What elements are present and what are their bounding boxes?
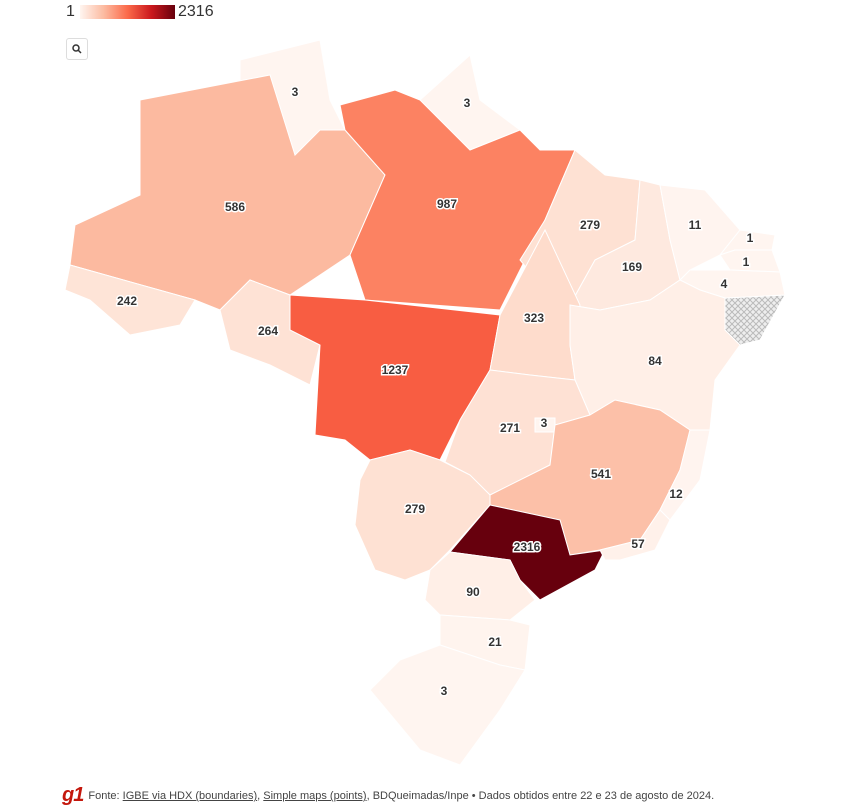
value-label: 21 <box>488 635 502 649</box>
value-label: 987 <box>437 197 457 211</box>
value-label: 323 <box>524 311 544 325</box>
state-region <box>64 264 196 336</box>
legend-bar <box>80 5 175 19</box>
value-label: 11 <box>689 218 702 232</box>
source-link[interactable]: IGBE via HDX (boundaries) <box>122 790 258 802</box>
source-prefix: Fonte: <box>88 790 120 802</box>
no-data-region <box>724 294 786 346</box>
state-region <box>599 509 671 561</box>
value-label: 3 <box>464 96 471 110</box>
value-label: 1237 <box>382 363 409 377</box>
state-region <box>659 184 741 281</box>
value-label: 242 <box>117 294 137 308</box>
state-region <box>354 449 491 581</box>
value-label: 3 <box>292 85 299 99</box>
state-region <box>369 644 526 766</box>
value-label: 1 <box>747 231 754 245</box>
value-label: 3 <box>441 684 448 698</box>
value-label: 586 <box>225 200 245 214</box>
value-label: 3 <box>541 416 548 430</box>
value-label: 84 <box>648 354 662 368</box>
legend-max: 2316 <box>178 3 214 20</box>
value-label: 90 <box>466 585 480 599</box>
value-label: 271 <box>500 421 520 435</box>
value-label: 541 <box>591 467 611 481</box>
search-button[interactable] <box>66 38 88 60</box>
source-link[interactable]: Simple maps (points) <box>263 790 367 802</box>
search-icon <box>72 44 82 54</box>
state-region <box>719 249 781 273</box>
value-label: 279 <box>405 502 425 516</box>
state-region <box>69 74 386 311</box>
source-suffix: , BDQueimadas/Inpe • Dados obtidos entre… <box>366 790 715 802</box>
value-label: 169 <box>622 260 642 274</box>
value-label: 12 <box>669 487 683 501</box>
value-label: 4 <box>721 277 728 291</box>
value-label: 264 <box>258 324 278 338</box>
value-label: 2316 <box>514 540 541 554</box>
footer: g1 Fonte: IGBE via HDX (boundaries), Sim… <box>62 784 715 806</box>
value-label: 57 <box>631 537 645 551</box>
legend-min: 1 <box>66 3 75 20</box>
value-label: 1 <box>743 255 750 269</box>
logo: g1 <box>62 784 84 806</box>
value-label: 279 <box>580 218 600 232</box>
